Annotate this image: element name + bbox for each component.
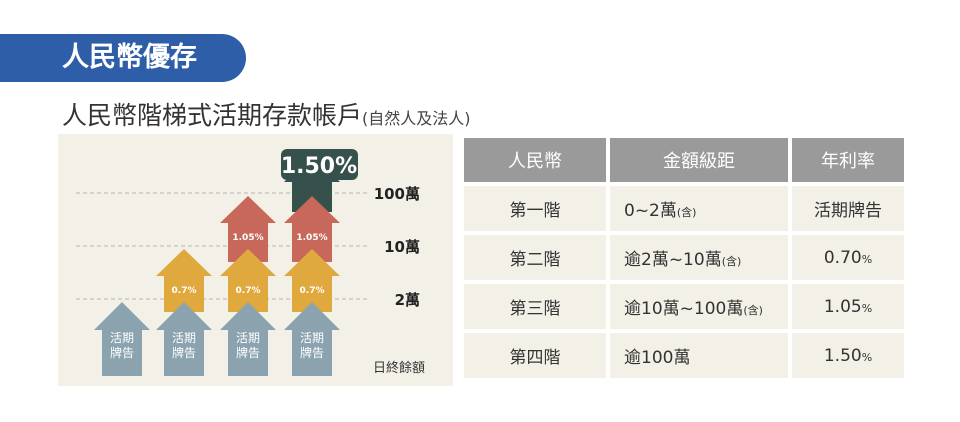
table-row: 第三階 逾10萬~100萬(含) 1.05% xyxy=(464,284,904,329)
inclusive-note: (含) xyxy=(721,255,742,268)
arrow-base xyxy=(284,302,340,376)
rate-value: 1.50 xyxy=(823,345,862,366)
tier-label-2k: 2萬 xyxy=(395,291,420,309)
tier-chart-panel: 活期 牌告 0.7% 活期 牌告 1.05% 0.7% 活期 牌告 1.50% xyxy=(58,134,453,386)
tier-chart: 活期 牌告 0.7% 活期 牌告 1.05% 0.7% 活期 牌告 1.50% xyxy=(76,149,425,376)
chart-column-2: 0.7% 活期 牌告 xyxy=(156,249,212,376)
rate-bubble xyxy=(281,149,358,180)
range-value: 逾10萬~100萬 xyxy=(624,299,744,319)
arrow-label-bottom: 牌告 xyxy=(300,346,324,360)
segment-label: 0.7% xyxy=(300,286,325,296)
segment-label: 0.7% xyxy=(236,286,261,296)
tier-cell: 第三階 xyxy=(464,284,606,329)
product-badge: 人民幣優存 xyxy=(0,34,246,82)
table-header-row: 人民幣 金額級距 年利率 xyxy=(464,138,904,182)
rate-unit: % xyxy=(861,252,873,266)
arrow-segment-1.05 xyxy=(284,196,340,262)
tier-cell: 第二階 xyxy=(464,235,606,280)
tier-cell: 第一階 xyxy=(464,186,606,231)
table-row: 第二階 逾2萬~10萬(含) 0.70% xyxy=(464,235,904,280)
arrow-segment-0.7 xyxy=(220,249,276,312)
arrow-label-top: 活期 xyxy=(110,331,134,345)
header-currency: 人民幣 xyxy=(464,138,606,182)
rate-unit: % xyxy=(861,301,873,315)
rate-cell: 1.05% xyxy=(792,284,904,329)
rate-cell: 1.50% xyxy=(792,333,904,378)
rate-value: 1.05 xyxy=(823,296,862,317)
segment-label: 1.05% xyxy=(232,233,263,243)
tier-label-10k: 10萬 xyxy=(384,238,420,256)
table-row: 第四階 逾100萬 1.50% xyxy=(464,333,904,378)
inclusive-note: (含) xyxy=(676,206,697,219)
range-cell: 0~2萬(含) xyxy=(610,186,788,231)
subtitle-main: 人民幣階梯式活期存款帳戶 xyxy=(62,101,363,130)
table-row: 第一階 0~2萬(含) 活期牌告 xyxy=(464,186,904,231)
segment-label: 0.7% xyxy=(172,286,197,296)
arrow-label-bottom: 牌告 xyxy=(236,346,260,360)
range-cell: 逾100萬 xyxy=(610,333,788,378)
arrow-label-top: 活期 xyxy=(300,331,324,345)
arrow-segment-0.7 xyxy=(284,249,340,312)
inclusive-note: (含) xyxy=(743,304,763,317)
arrow-label-top: 活期 xyxy=(236,331,260,345)
rate-cell: 0.70% xyxy=(792,235,904,280)
header-rate: 年利率 xyxy=(792,138,904,182)
subtitle-note: (自然人及法人) xyxy=(362,109,471,128)
rate-cell: 活期牌告 xyxy=(792,186,904,231)
rate-bubble-label: 1.50% xyxy=(281,154,357,179)
range-cell: 逾10萬~100萬(含) xyxy=(610,284,788,329)
range-cell: 逾2萬~10萬(含) xyxy=(610,235,788,280)
arrow-label-bottom: 牌告 xyxy=(172,346,196,360)
page-subtitle: 人民幣階梯式活期存款帳戶(自然人及法人) xyxy=(62,96,471,132)
arrow-segment-1.05 xyxy=(220,196,276,262)
rate-table: 人民幣 金額級距 年利率 第一階 0~2萬(含) 活期牌告 第二階 逾2萬~10… xyxy=(460,134,908,382)
rate-value: 0.70 xyxy=(823,247,862,268)
arrow-label-top: 活期 xyxy=(172,331,196,345)
range-value: 0~2萬 xyxy=(624,201,677,221)
arrow-base xyxy=(220,302,276,376)
range-value: 逾100萬 xyxy=(624,348,691,368)
chart-column-1: 活期 牌告 xyxy=(94,302,150,376)
header-range: 金額級距 xyxy=(610,138,788,182)
chart-column-3: 1.05% 0.7% 活期 牌告 xyxy=(220,196,276,376)
segment-label: 1.05% xyxy=(296,233,327,243)
arrow-label-bottom: 牌告 xyxy=(110,346,134,360)
range-value: 逾2萬~10萬 xyxy=(624,250,722,270)
rate-value: 活期牌告 xyxy=(814,201,882,221)
arrow-base xyxy=(156,302,212,376)
arrow-segment-0.7 xyxy=(156,249,212,312)
rate-unit: % xyxy=(861,350,873,364)
arrow-base xyxy=(94,302,150,376)
chart-column-4: 1.50% 1.05% 0.7% 活期 牌告 xyxy=(281,149,358,376)
tier-cell: 第四階 xyxy=(464,333,606,378)
balance-axis-label: 日終餘額 xyxy=(373,360,425,376)
tier-label-100k: 100萬 xyxy=(374,185,420,203)
